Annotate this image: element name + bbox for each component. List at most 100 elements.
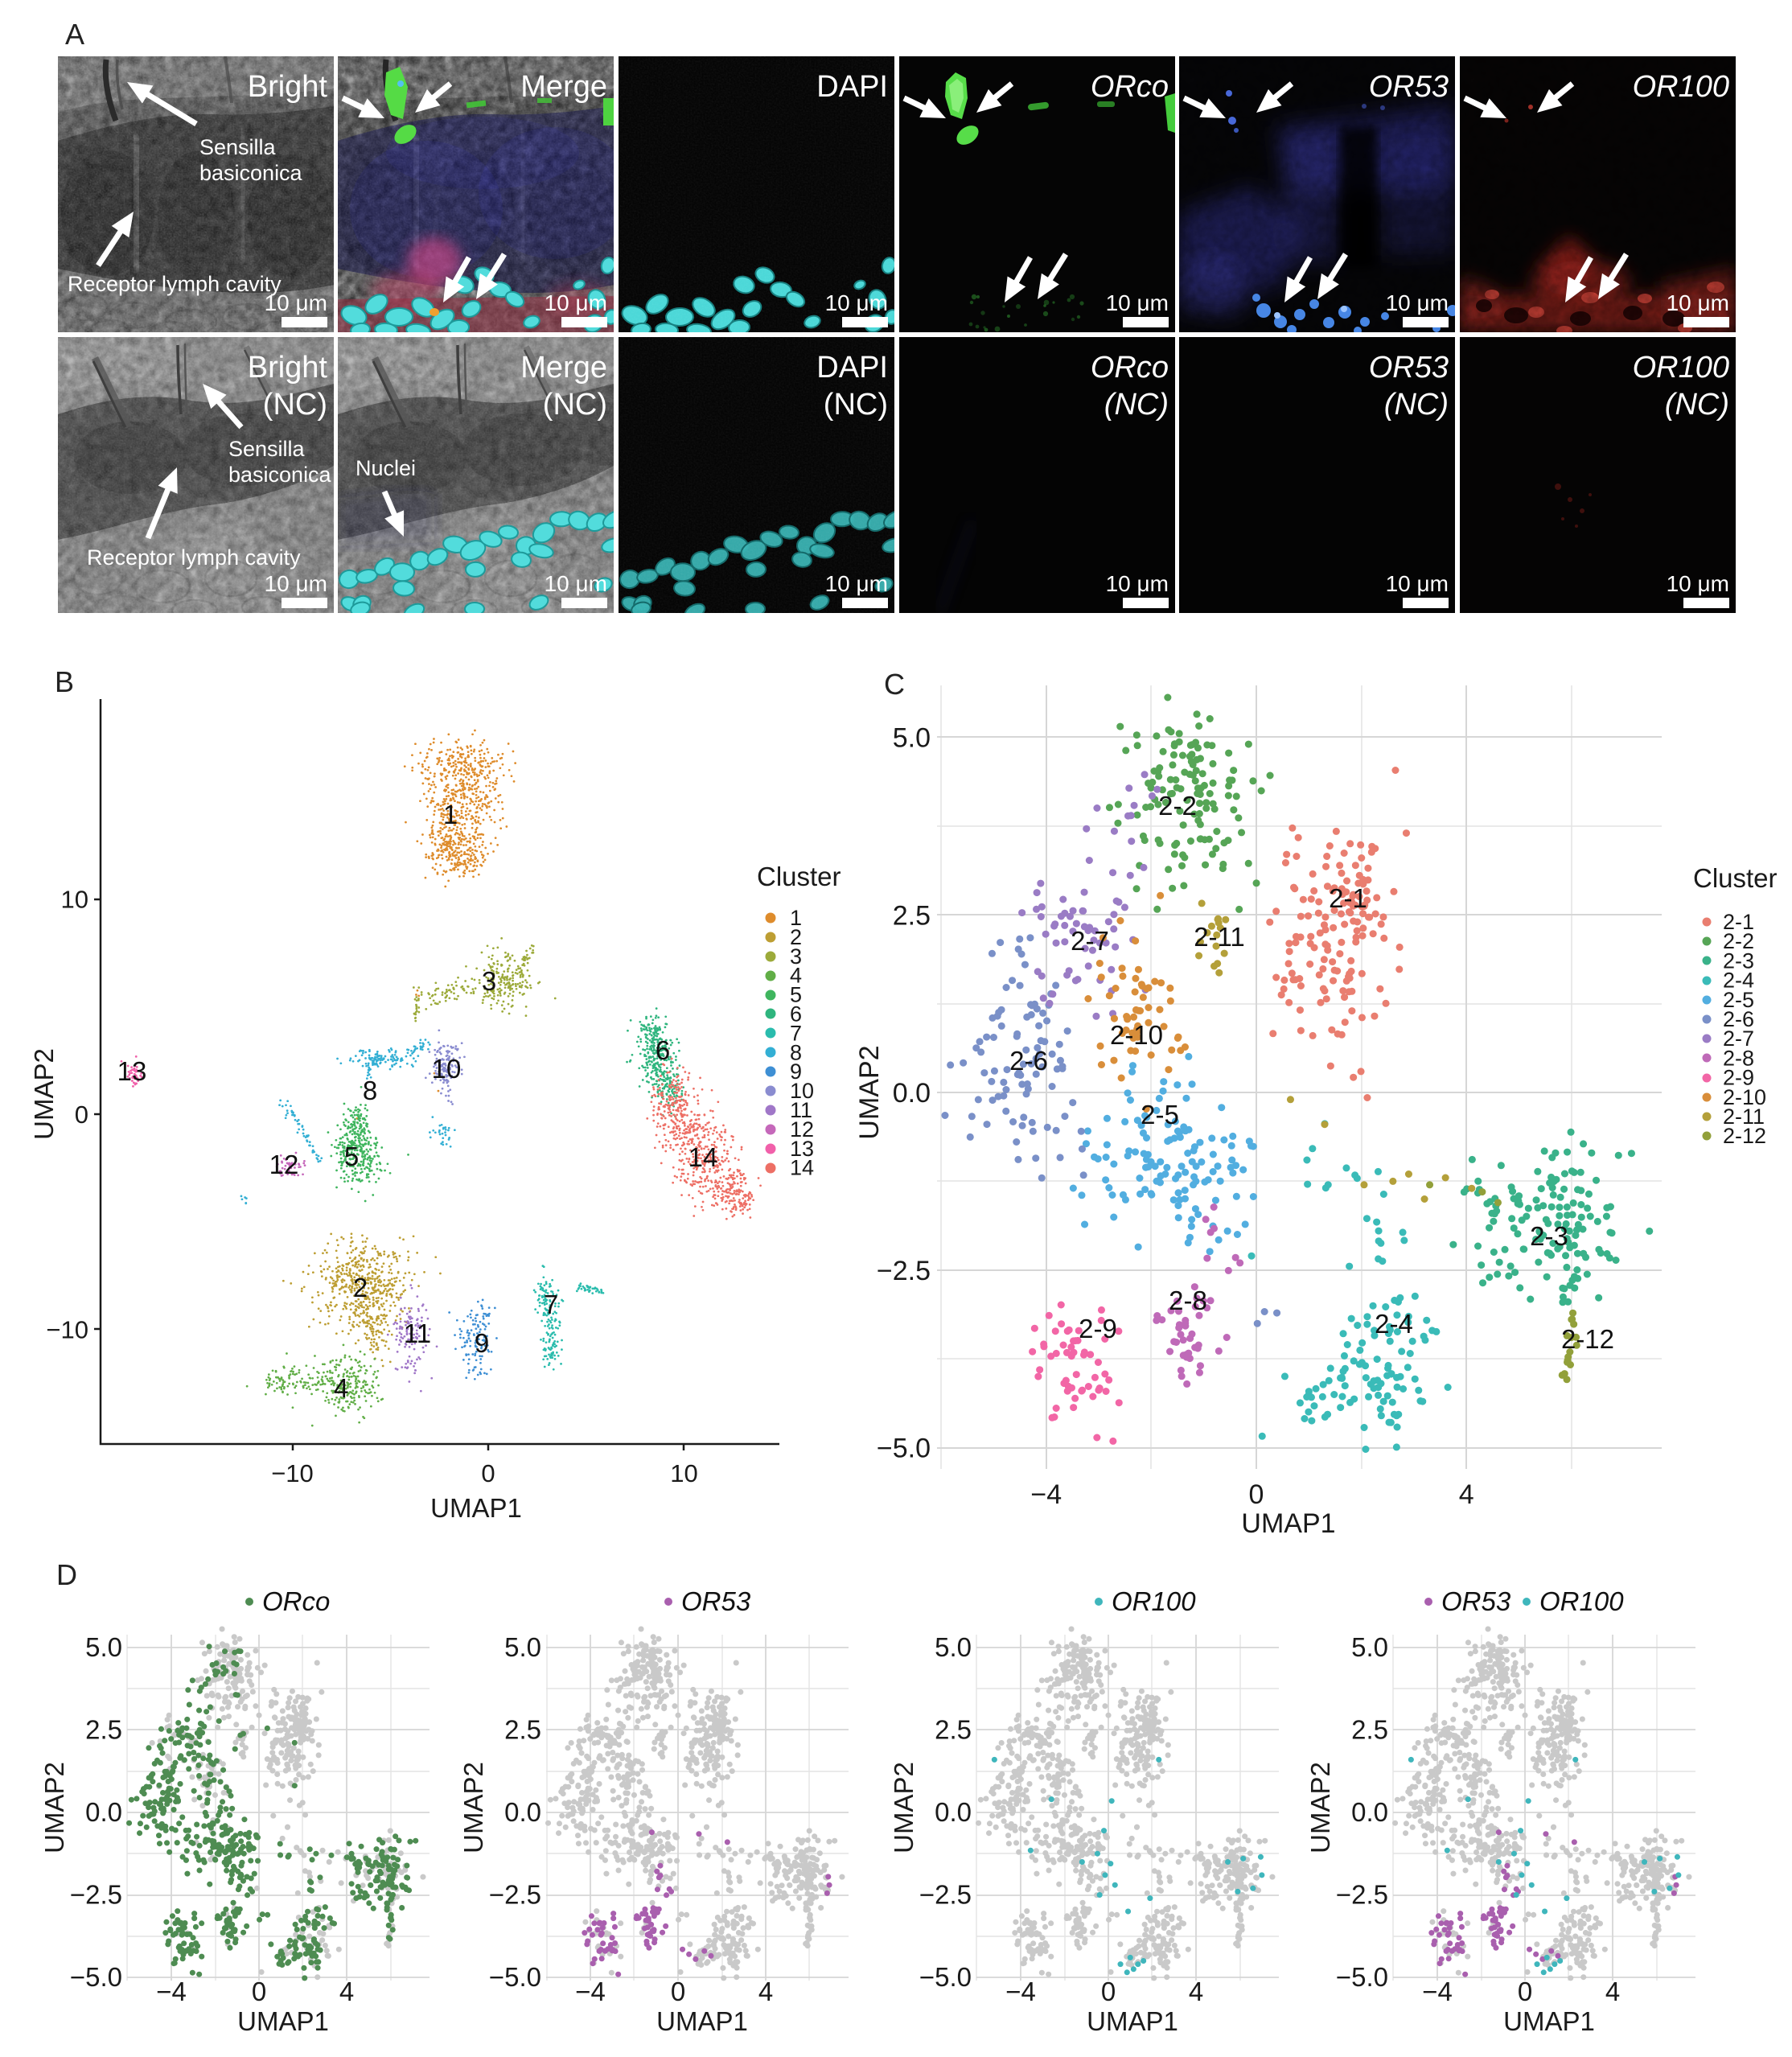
svg-text:(NC): (NC) (1384, 388, 1449, 422)
svg-text:2-8: 2-8 (1169, 1286, 1207, 1315)
svg-text:OR100: OR100 (1633, 70, 1729, 104)
svg-text:−5.0: −5.0 (1336, 1962, 1388, 1992)
svg-text:Merge: Merge (520, 351, 607, 385)
svg-text:Bright: Bright (248, 351, 328, 385)
svg-text:2-6: 2-6 (1723, 1007, 1754, 1031)
svg-text:10 μm: 10 μm (265, 290, 327, 315)
svg-text:Receptor lymph cavity: Receptor lymph cavity (87, 545, 301, 570)
svg-text:1: 1 (790, 906, 802, 930)
svg-text:UMAP2: UMAP2 (29, 1048, 59, 1140)
svg-text:9: 9 (475, 1328, 489, 1358)
svg-text:10: 10 (432, 1054, 462, 1084)
svg-text:2: 2 (790, 925, 802, 949)
svg-text:UMAP1: UMAP1 (1503, 2006, 1595, 2036)
svg-text:2-9: 2-9 (1723, 1066, 1754, 1090)
svg-text:10: 10 (670, 1459, 697, 1487)
svg-text:4: 4 (790, 964, 802, 988)
svg-text:C: C (884, 668, 905, 701)
svg-text:2-5: 2-5 (1723, 988, 1754, 1012)
svg-text:A: A (65, 18, 84, 51)
svg-text:UMAP1: UMAP1 (1087, 2006, 1178, 2036)
svg-text:0: 0 (252, 1977, 266, 2006)
svg-text:2-10: 2-10 (1723, 1085, 1766, 1109)
svg-text:Sensilla: Sensilla (199, 135, 277, 159)
svg-text:UMAP2: UMAP2 (889, 1762, 919, 1853)
svg-text:Nuclei: Nuclei (356, 456, 416, 480)
svg-text:2-9: 2-9 (1079, 1314, 1117, 1343)
svg-text:8: 8 (363, 1076, 377, 1105)
svg-text:8: 8 (790, 1040, 802, 1064)
svg-text:OR100: OR100 (1539, 1586, 1624, 1616)
svg-text:10: 10 (61, 886, 88, 914)
svg-text:10: 10 (790, 1079, 814, 1103)
svg-text:0: 0 (75, 1100, 88, 1129)
svg-text:2-7: 2-7 (1723, 1026, 1754, 1051)
svg-text:OR100: OR100 (1633, 351, 1729, 385)
svg-text:12: 12 (790, 1117, 814, 1142)
svg-text:(NC): (NC) (543, 388, 607, 422)
svg-text:6: 6 (656, 1035, 670, 1065)
svg-text:−2.5: −2.5 (919, 1880, 972, 1910)
svg-text:2-11: 2-11 (1194, 922, 1245, 952)
svg-text:UMAP1: UMAP1 (237, 2006, 329, 2036)
svg-text:11: 11 (404, 1319, 431, 1348)
svg-text:12: 12 (269, 1150, 299, 1179)
svg-text:UMAP2: UMAP2 (1305, 1762, 1335, 1853)
svg-text:Merge: Merge (520, 70, 607, 104)
svg-text:0: 0 (1101, 1977, 1116, 2006)
svg-text:0.0: 0.0 (85, 1797, 122, 1827)
svg-text:11: 11 (790, 1098, 812, 1122)
svg-text:OR53: OR53 (681, 1586, 751, 1616)
svg-text:5.0: 5.0 (935, 1632, 972, 1662)
svg-text:OR100: OR100 (1112, 1586, 1196, 1616)
svg-text:Cluster: Cluster (757, 862, 841, 891)
svg-text:10 μm: 10 μm (825, 571, 888, 596)
svg-text:−4: −4 (575, 1977, 606, 2006)
svg-text:B: B (55, 665, 74, 698)
svg-text:UMAP2: UMAP2 (458, 1762, 488, 1853)
svg-text:5.0: 5.0 (893, 723, 931, 754)
svg-text:−2.5: −2.5 (877, 1256, 931, 1286)
svg-text:5.0: 5.0 (504, 1632, 541, 1662)
svg-text:5.0: 5.0 (1351, 1632, 1388, 1662)
svg-text:DAPI: DAPI (816, 70, 888, 104)
svg-text:UMAP1: UMAP1 (1241, 1508, 1335, 1539)
svg-text:ORco: ORco (262, 1586, 330, 1616)
svg-text:−5.0: −5.0 (877, 1434, 931, 1464)
svg-text:10 μm: 10 μm (545, 571, 607, 596)
svg-text:10 μm: 10 μm (1106, 290, 1169, 315)
svg-text:basiconica: basiconica (199, 161, 303, 185)
svg-text:UMAP2: UMAP2 (39, 1762, 69, 1853)
svg-text:4: 4 (1605, 1977, 1620, 2006)
svg-text:10 μm: 10 μm (825, 290, 888, 315)
svg-text:3: 3 (482, 966, 496, 996)
svg-text:(NC): (NC) (263, 388, 327, 422)
svg-text:−5.0: −5.0 (489, 1962, 541, 1992)
svg-text:4: 4 (339, 1977, 354, 2006)
svg-text:0.0: 0.0 (893, 1078, 931, 1109)
svg-text:10 μm: 10 μm (545, 290, 607, 315)
svg-text:10 μm: 10 μm (1386, 571, 1449, 596)
svg-text:4: 4 (334, 1373, 348, 1403)
svg-text:0: 0 (1249, 1479, 1264, 1510)
svg-text:2-4: 2-4 (1723, 969, 1754, 993)
svg-text:(NC): (NC) (1665, 388, 1729, 422)
svg-text:2-10: 2-10 (1110, 1020, 1163, 1050)
svg-text:0.0: 0.0 (1351, 1797, 1388, 1827)
svg-text:−4: −4 (1422, 1977, 1453, 2006)
svg-text:UMAP1: UMAP1 (430, 1493, 522, 1523)
svg-text:UMAP1: UMAP1 (656, 2006, 748, 2036)
svg-text:6: 6 (790, 1002, 802, 1026)
svg-text:−10: −10 (271, 1459, 314, 1487)
svg-text:ORco: ORco (1091, 70, 1169, 104)
svg-text:0.0: 0.0 (504, 1797, 541, 1827)
svg-text:4: 4 (1189, 1977, 1203, 2006)
svg-text:−4: −4 (156, 1977, 187, 2006)
svg-text:0: 0 (1518, 1977, 1532, 2006)
svg-text:7: 7 (544, 1290, 558, 1319)
svg-text:10 μm: 10 μm (1386, 290, 1449, 315)
svg-text:5.0: 5.0 (85, 1632, 122, 1662)
svg-text:Cluster: Cluster (1693, 863, 1778, 893)
svg-text:2-1: 2-1 (1329, 883, 1367, 913)
svg-text:13: 13 (117, 1056, 147, 1086)
